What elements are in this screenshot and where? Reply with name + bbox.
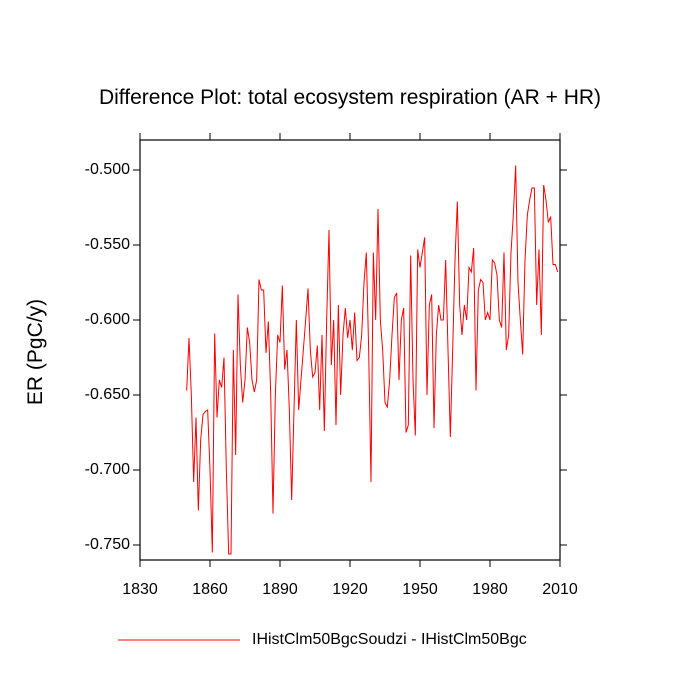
y-tick-label: -0.550 bbox=[85, 236, 130, 253]
legend-label: IHistClm50BgcSoudzi - IHistClm50Bgc bbox=[252, 631, 527, 648]
y-tick-label: -0.500 bbox=[85, 161, 130, 178]
x-tick-label: 1860 bbox=[192, 581, 228, 598]
y-tick-label: -0.650 bbox=[85, 386, 130, 403]
x-tick-label: 1920 bbox=[332, 581, 368, 598]
y-tick-label: -0.750 bbox=[85, 536, 130, 553]
y-tick-label: -0.700 bbox=[85, 461, 130, 478]
data-line bbox=[186, 165, 559, 555]
x-tick-label: 2010 bbox=[542, 581, 578, 598]
y-axis-label: ER (PgC/y) bbox=[24, 299, 47, 405]
x-tick-label: 1980 bbox=[472, 581, 508, 598]
chart-title: Difference Plot: total ecosystem respira… bbox=[99, 86, 601, 109]
x-tick-label: 1830 bbox=[122, 581, 158, 598]
plot-frame bbox=[139, 139, 561, 561]
x-tick-label: 1950 bbox=[402, 581, 438, 598]
y-tick-label: -0.600 bbox=[85, 311, 130, 328]
x-tick-label: 1890 bbox=[262, 581, 298, 598]
